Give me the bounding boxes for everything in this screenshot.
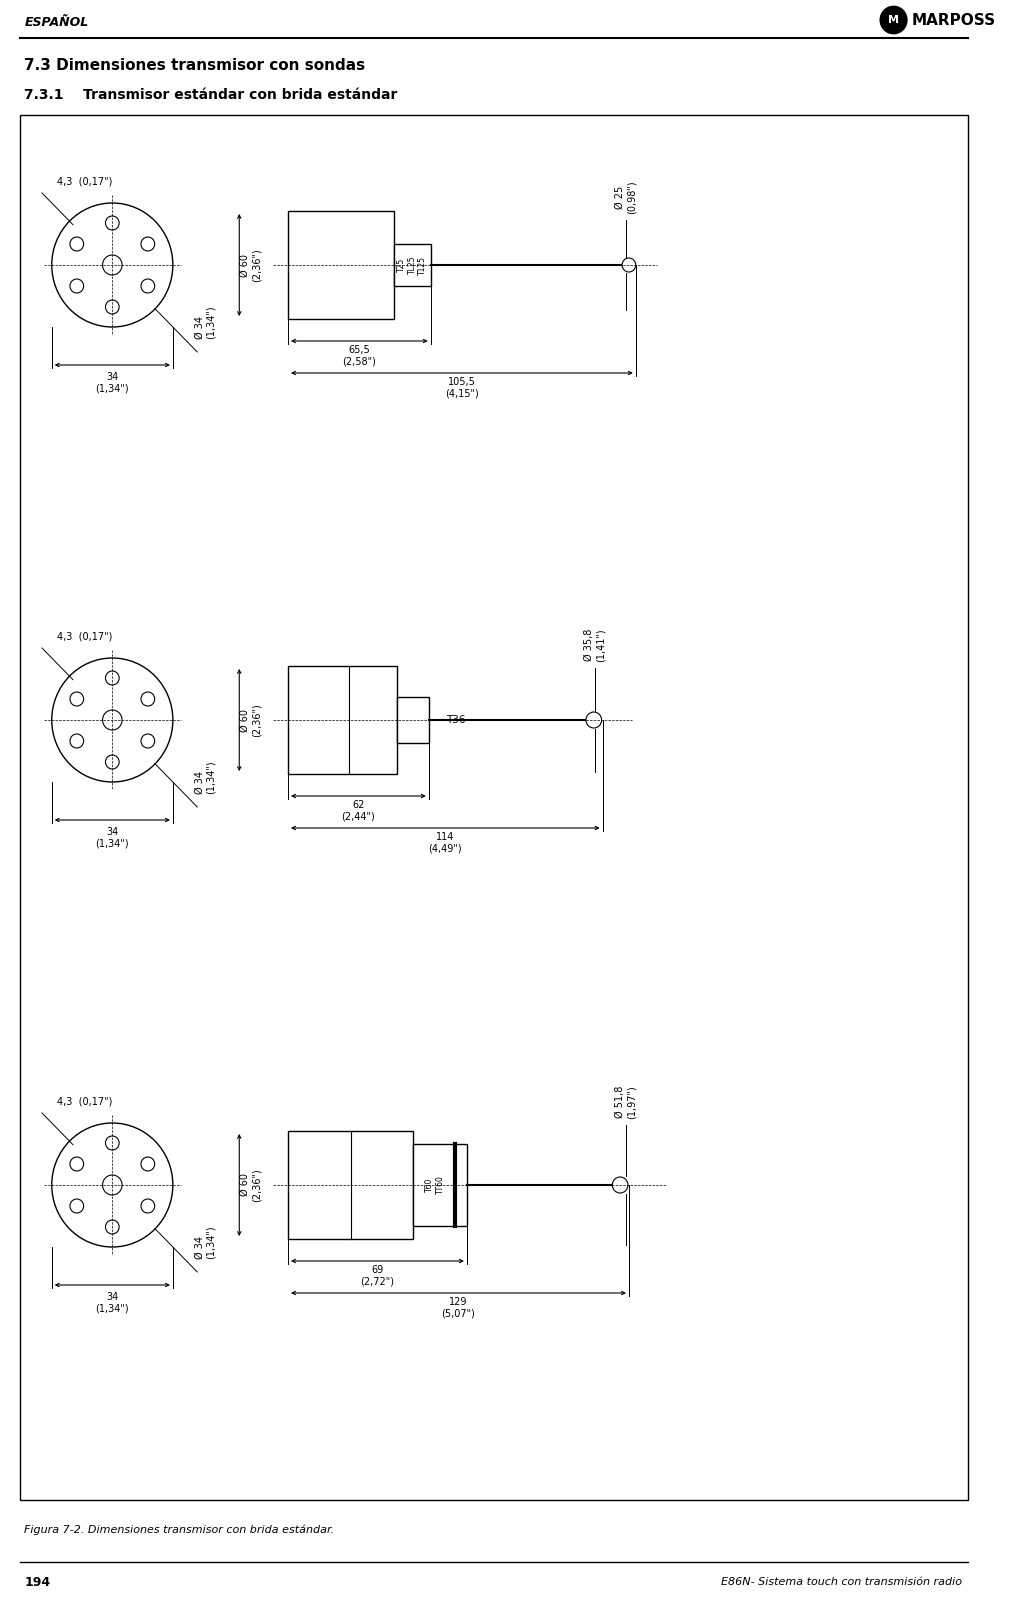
Circle shape: [105, 1137, 119, 1149]
Text: 7.3.1    Transmisor estándar con brida estándar: 7.3.1 Transmisor estándar con brida está…: [24, 88, 397, 103]
Text: 4,3  (0,17"): 4,3 (0,17"): [57, 632, 112, 641]
Text: 65,5
(2,58"): 65,5 (2,58"): [343, 345, 376, 367]
Circle shape: [586, 712, 602, 728]
Circle shape: [52, 657, 173, 782]
Text: T36: T36: [446, 715, 466, 725]
Bar: [19, 115, 968, 1500]
Circle shape: [70, 692, 84, 705]
Text: Ø 34
(1,34"): Ø 34 (1,34"): [194, 305, 216, 338]
Text: 69
(2,72"): 69 (2,72"): [361, 1265, 394, 1287]
Text: Ø 34
(1,34"): Ø 34 (1,34"): [194, 760, 216, 793]
Bar: [288, 1132, 413, 1239]
Text: MARPOSS: MARPOSS: [911, 13, 995, 27]
Text: 4,3  (0,17"): 4,3 (0,17"): [57, 176, 112, 186]
Circle shape: [70, 237, 84, 252]
Text: Ø 60
(2,36"): Ø 60 (2,36"): [241, 248, 262, 282]
Circle shape: [613, 1177, 628, 1193]
Bar: [397, 697, 429, 744]
Text: Ø 60
(2,36"): Ø 60 (2,36"): [241, 704, 262, 737]
Circle shape: [70, 734, 84, 749]
Text: Ø 25
(0,98"): Ø 25 (0,98"): [615, 180, 637, 213]
Circle shape: [105, 672, 119, 684]
Text: 129
(5,07"): 129 (5,07"): [442, 1297, 475, 1319]
Text: 34
(1,34"): 34 (1,34"): [95, 1292, 129, 1314]
Circle shape: [141, 734, 155, 749]
Circle shape: [141, 279, 155, 293]
Bar: [288, 212, 393, 319]
Circle shape: [141, 1199, 155, 1213]
Text: Figura 7-2. Dimensiones transmisor con brida estándar.: Figura 7-2. Dimensiones transmisor con b…: [24, 1524, 335, 1536]
Text: 105,5
(4,15"): 105,5 (4,15"): [445, 377, 479, 399]
Text: Ø 51,8
(1,97"): Ø 51,8 (1,97"): [615, 1085, 637, 1119]
Bar: [413, 1145, 467, 1226]
Text: Ø 60
(2,36"): Ø 60 (2,36"): [241, 1169, 262, 1202]
Circle shape: [141, 692, 155, 705]
Text: T60
TT60: T60 TT60: [426, 1175, 445, 1194]
Circle shape: [102, 710, 122, 729]
Circle shape: [105, 1220, 119, 1234]
Text: 34
(1,34"): 34 (1,34"): [95, 827, 129, 850]
Circle shape: [52, 1124, 173, 1247]
Circle shape: [102, 255, 122, 276]
Bar: [393, 244, 431, 285]
Circle shape: [105, 755, 119, 769]
Text: Ø 34
(1,34"): Ø 34 (1,34"): [194, 1225, 216, 1258]
Bar: [288, 665, 397, 774]
Text: 62
(2,44"): 62 (2,44"): [342, 800, 375, 822]
Text: 194: 194: [24, 1576, 51, 1589]
Text: Ø 35,8
(1,41"): Ø 35,8 (1,41"): [584, 628, 606, 662]
Text: ESPAÑOL: ESPAÑOL: [24, 16, 89, 29]
Circle shape: [105, 216, 119, 229]
Text: 4,3  (0,17"): 4,3 (0,17"): [57, 1096, 112, 1106]
Circle shape: [881, 6, 906, 34]
Circle shape: [141, 237, 155, 252]
Circle shape: [141, 1157, 155, 1172]
Text: 34
(1,34"): 34 (1,34"): [95, 372, 129, 394]
Text: T25
TL25
T125: T25 TL25 T125: [397, 255, 427, 274]
Circle shape: [52, 204, 173, 327]
Circle shape: [622, 258, 636, 273]
Text: M: M: [888, 14, 899, 26]
Circle shape: [70, 1199, 84, 1213]
Text: E86N- Sistema touch con transmisión radio: E86N- Sistema touch con transmisión radi…: [721, 1577, 961, 1587]
Circle shape: [70, 279, 84, 293]
Circle shape: [105, 300, 119, 314]
Text: 7.3 Dimensiones transmisor con sondas: 7.3 Dimensiones transmisor con sondas: [24, 58, 366, 72]
Circle shape: [70, 1157, 84, 1172]
Text: 114
(4,49"): 114 (4,49"): [429, 832, 462, 854]
Circle shape: [102, 1175, 122, 1194]
